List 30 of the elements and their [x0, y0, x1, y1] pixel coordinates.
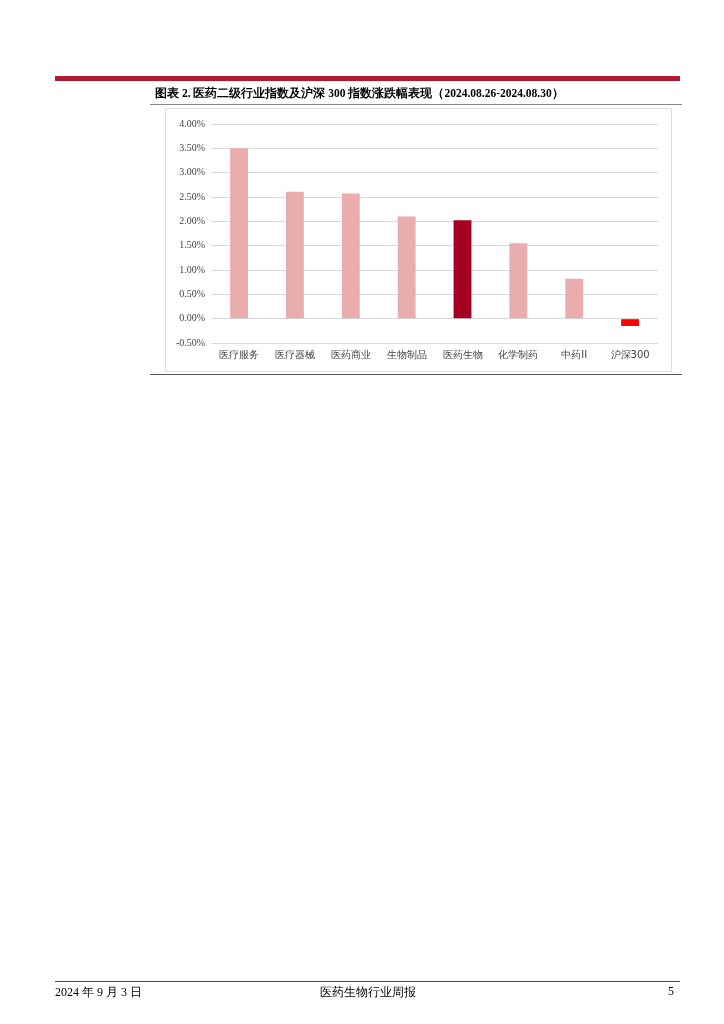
y-tick-label: 1.00% [179, 263, 206, 275]
x-tick-label: 中药II [561, 348, 588, 360]
bar [621, 319, 640, 326]
x-tick-label: 医药生物 [442, 348, 483, 360]
y-tick-label: 2.00% [179, 214, 206, 226]
bar [509, 243, 528, 319]
y-tick-label: -0.50% [175, 336, 206, 348]
x-tick-label: 沪深300 [610, 348, 650, 360]
y-tick-label: 1.50% [179, 239, 206, 251]
bar [397, 216, 416, 319]
x-tick-label: 化学制药 [498, 348, 539, 360]
text: 5 [668, 984, 674, 999]
x-tick-label: 医疗器械 [274, 348, 315, 360]
chart-title: 图表 2. 医药二级行业指数及沪深 300 指数涨跌幅表现（2024.08.26-2024.08.30） [155, 86, 565, 101]
x-tick-label: 医疗服务 [219, 348, 260, 360]
text: 2024 年 9 月 3 日 [55, 984, 142, 1001]
bar [453, 220, 472, 319]
y-tick-label: 0.00% [179, 312, 206, 324]
bar [286, 191, 304, 319]
y-tick-label: 2.50% [179, 190, 206, 202]
y-tick-label: 3.00% [179, 166, 206, 178]
text: 医药生物行业周报 [320, 984, 416, 1001]
bar [341, 193, 360, 319]
y-tick-label: 4.00% [179, 117, 206, 129]
bar [565, 278, 584, 319]
x-tick-label: 生物制品 [386, 348, 427, 360]
bar [230, 148, 249, 319]
y-tick-label: 0.50% [179, 287, 206, 299]
x-tick-label: 医药商业 [330, 348, 371, 360]
y-tick-label: 3.50% [179, 141, 206, 153]
